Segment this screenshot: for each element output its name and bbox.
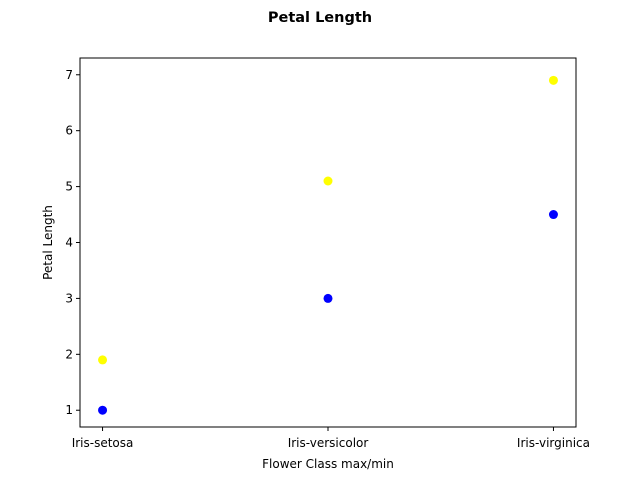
data-point xyxy=(98,355,108,365)
y-tick-label: 2 xyxy=(65,347,73,361)
y-tick-label: 6 xyxy=(65,124,73,138)
data-point xyxy=(323,176,333,186)
y-tick-label: 7 xyxy=(65,68,73,82)
data-point xyxy=(323,293,333,303)
x-tick-label: Iris-setosa xyxy=(72,436,134,450)
y-axis: 1 2 3 4 5 6 7 xyxy=(65,68,80,417)
chart-title: Petal Length xyxy=(268,10,372,26)
data-point xyxy=(98,405,108,415)
x-tick-label: Iris-versicolor xyxy=(288,436,369,450)
data-point xyxy=(548,75,558,85)
plot-area-frame xyxy=(79,57,577,428)
x-axis: Iris-setosa Iris-versicolor Iris-virginica xyxy=(72,427,590,450)
data-points xyxy=(98,75,558,415)
y-tick-label: 3 xyxy=(65,291,73,305)
y-tick-label: 4 xyxy=(65,236,73,250)
y-tick-label: 5 xyxy=(65,180,73,194)
data-point xyxy=(548,210,558,220)
x-tick-label: Iris-virginica xyxy=(517,436,590,450)
y-tick-label: 1 xyxy=(65,403,73,417)
y-axis-label: Petal Length xyxy=(41,205,55,280)
x-axis-label: Flower Class max/min xyxy=(262,457,394,471)
